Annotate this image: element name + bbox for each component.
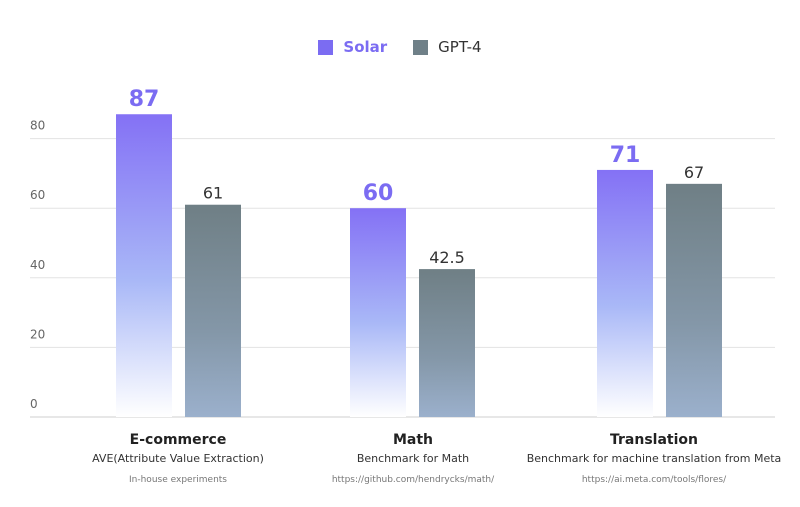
y-tick-label: 60 — [30, 188, 45, 202]
bar-solar-translation — [597, 169, 653, 417]
category-title: Math — [392, 432, 434, 448]
category-note: In-house experiments — [129, 475, 227, 485]
y-tick-label: 80 — [30, 119, 45, 133]
legend-item-solar: Solar — [318, 38, 387, 56]
data-label: 60 — [363, 181, 394, 206]
bar-solar-ecommerce — [116, 114, 172, 418]
legend-item-gpt4: GPT-4 — [413, 38, 482, 56]
y-tick-label: 20 — [30, 327, 45, 341]
legend-label-solar: Solar — [343, 38, 388, 56]
data-label: 71 — [610, 143, 641, 168]
category-subtitle: Benchmark for Math — [356, 452, 470, 465]
legend-label-gpt4: GPT-4 — [438, 38, 482, 56]
legend: Solar GPT-4 — [0, 38, 800, 56]
category-block-ecommerce: E-commerce AVE(Attribute Value Extractio… — [48, 430, 308, 488]
category-note: https://ai.meta.com/tools/flores/ — [581, 475, 727, 485]
category-block-translation: Translation Benchmark for machine transl… — [524, 430, 784, 488]
data-label: 61 — [203, 184, 223, 203]
category-block-math: Math Benchmark for Math https://github.c… — [283, 430, 543, 488]
legend-swatch-gpt4 — [413, 39, 429, 55]
bar-gpt4-ecommerce — [185, 204, 241, 417]
y-tick-label: 0 — [30, 397, 38, 411]
category-subtitle: AVE(Attribute Value Extraction) — [92, 452, 264, 465]
bar-solar-math — [350, 208, 406, 417]
y-tick-label: 40 — [30, 258, 45, 272]
data-label: 67 — [684, 163, 704, 182]
bar-gpt4-translation — [666, 183, 722, 417]
category-title: Translation — [610, 432, 698, 448]
category-subtitle: Benchmark for machine translation from M… — [526, 452, 782, 465]
bar-gpt4-math — [419, 269, 475, 417]
data-label: 87 — [129, 87, 160, 112]
category-note: https://github.com/hendrycks/math/ — [331, 475, 495, 485]
legend-swatch-solar — [318, 39, 334, 55]
category-title: E-commerce — [129, 432, 227, 448]
data-label: 42.5 — [429, 248, 465, 267]
